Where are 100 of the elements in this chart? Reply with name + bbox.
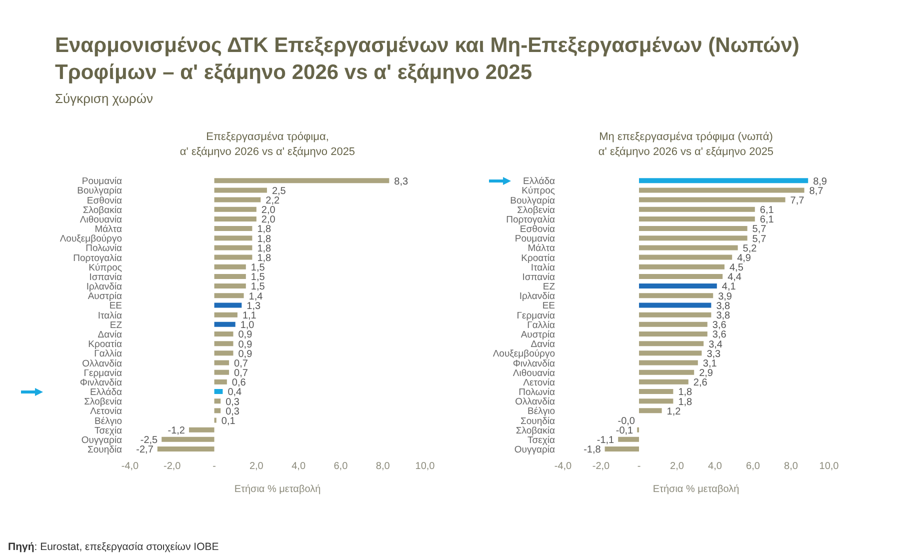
data-label: 2,6: [693, 378, 708, 389]
bar: [639, 312, 712, 318]
y-tick-label: Εσθονία: [86, 195, 122, 206]
bar: [639, 236, 748, 241]
data-label: -0,1: [616, 426, 634, 437]
data-label: 8,7: [809, 186, 824, 197]
bar: [639, 245, 738, 250]
data-label: 1,5: [250, 282, 266, 293]
data-label: -2,5: [140, 435, 158, 446]
bar: [639, 216, 755, 222]
bar: [639, 331, 708, 336]
bar: [639, 274, 723, 279]
data-label: 1,1: [242, 310, 257, 322]
y-tick-label: Ολλανδία: [82, 358, 122, 370]
data-label: 3,4: [708, 339, 723, 350]
data-label: 4,1: [722, 282, 736, 293]
data-label: 6,1: [760, 205, 774, 216]
data-label: 5,7: [752, 234, 767, 245]
data-label: 5,2: [742, 243, 758, 254]
bar: [639, 341, 704, 346]
bar: [214, 197, 261, 202]
data-label: 1,5: [250, 262, 266, 274]
y-tick-label: Λετονία: [523, 377, 556, 388]
data-label: 2,2: [266, 195, 280, 206]
y-tick-label: Εσθονία: [520, 224, 556, 236]
data-label: 3,8: [716, 310, 731, 322]
y-tick-label: Λιθουανία: [512, 368, 556, 379]
y-tick-label: Σλοβενία: [84, 396, 122, 408]
y-tick-label: Ιταλία: [98, 310, 122, 322]
bar: [618, 436, 639, 442]
text: Σύγκριση χωρών: [55, 91, 153, 106]
bar: [214, 293, 244, 298]
y-tick-label: Μάλτα: [528, 243, 556, 254]
bar: [639, 284, 717, 289]
x-tick-label: 10,0: [819, 461, 840, 472]
data-label: 2,5: [272, 186, 286, 197]
data-label: 0,7: [234, 358, 248, 370]
bar: [639, 226, 748, 232]
data-label: -1,2: [168, 426, 186, 437]
data-label: 3,9: [718, 291, 732, 302]
data-label: 8,3: [394, 176, 409, 188]
y-tick-label: Πολωνία: [86, 243, 123, 254]
bar: [214, 188, 267, 193]
data-label: 7,7: [790, 195, 805, 206]
y-tick-label: Σλοβακία: [82, 204, 122, 216]
data-label: 0,3: [226, 396, 240, 408]
data-label: 1,5: [250, 272, 266, 284]
y-tick-label: Ιταλία: [530, 262, 556, 274]
y-tick-label: Κροατία: [521, 252, 556, 264]
y-tick-label: Γαλλία: [94, 348, 123, 360]
data-label: 0,4: [228, 387, 242, 398]
text: Εναρμονισμένος ΔΤΚ Επεξεργασμένων και Μη-Επεξεργασμένων (Νωπών) Τροφίμων – α' εξάμηνο 2026 vs α' εξάμηνο 2025: [55, 33, 800, 86]
bar: [162, 436, 214, 442]
y-tick-label: Κροατία: [88, 339, 123, 350]
y-tick-label: Λετονία: [90, 406, 122, 418]
bar: [639, 322, 708, 327]
data-label: -2,7: [136, 444, 154, 456]
y-tick-label: ΕΖ: [542, 282, 556, 293]
y-tick-label: Δανία: [98, 329, 122, 340]
x-axis-title: Ετήσια % μεταβολή: [234, 484, 321, 495]
data-label: -0,0: [618, 416, 636, 427]
bar: [214, 370, 230, 375]
chart-title: Επεξεργασμένα τρόφιμα, α' εξάμηνο 2026 vs α' εξάμηνο 2025: [178, 130, 356, 160]
x-tick-label: 8,0: [376, 461, 390, 472]
data-label: 0,9: [238, 339, 253, 350]
y-tick-label: Φινλανδία: [512, 358, 556, 370]
y-tick-label: Βέλγιο: [528, 406, 555, 418]
bar: [639, 264, 724, 270]
x-tick-label: -4,0: [121, 461, 140, 472]
y-tick-label: Μάλτα: [94, 224, 122, 236]
data-label: 1,8: [257, 224, 272, 236]
bar: [157, 446, 214, 452]
bar: [214, 379, 227, 384]
bar: [639, 360, 698, 366]
y-tick-label: Αυστρία: [520, 329, 556, 340]
data-label: 1,4: [248, 291, 264, 302]
bar: [214, 341, 234, 346]
y-tick-label: ΕΕ: [109, 300, 122, 312]
y-tick-label: Τσεχία: [528, 434, 556, 446]
bar: [214, 322, 236, 327]
bar: [214, 254, 252, 260]
x-tick-label: 6,0: [334, 461, 348, 472]
data-label: 1,8: [678, 387, 693, 398]
data-label: 2,9: [699, 368, 714, 380]
data-label: 3,8: [716, 300, 731, 312]
y-tick-label: Πορτογαλία: [73, 252, 122, 264]
data-label: 3,6: [712, 320, 727, 332]
x-tick-label: -: [212, 461, 216, 472]
y-tick-label: Σουηδία: [87, 444, 122, 456]
y-tick-label: ΕΖ: [110, 320, 122, 331]
bar: [639, 254, 732, 260]
y-tick-label: Λουξεμβούργο: [60, 234, 122, 245]
data-label: 0,1: [221, 416, 236, 427]
x-tick-label: 6,0: [746, 461, 760, 472]
bar: [639, 350, 702, 356]
data-label: 3,1: [702, 358, 718, 370]
y-tick-label: Τσεχία: [94, 425, 122, 436]
y-tick-label: Σλοβενία: [517, 204, 556, 216]
y-tick-label: Γερμανία: [516, 310, 556, 322]
y-tick-label: Γαλλία: [527, 320, 556, 331]
